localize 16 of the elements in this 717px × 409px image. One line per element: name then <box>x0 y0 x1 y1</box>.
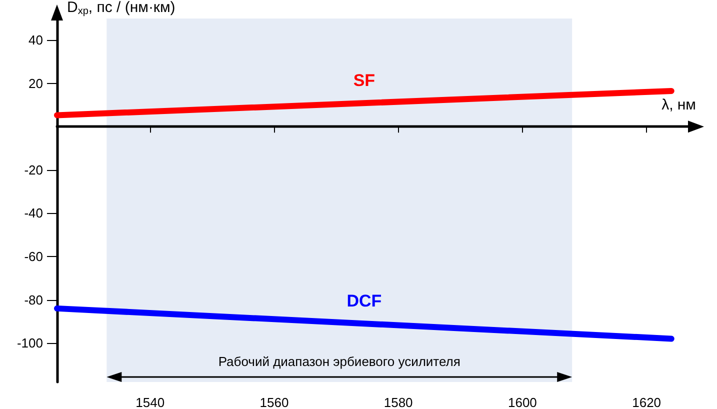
y-tick-label: 40 <box>28 32 43 48</box>
series-label: SF <box>353 71 376 90</box>
y-tick-label: -80 <box>24 292 43 308</box>
y-tick-label: -20 <box>24 162 43 178</box>
y-tick-label: -40 <box>24 206 43 221</box>
series-label: DCF <box>346 292 382 311</box>
x-tick-label: 1560 <box>260 395 289 409</box>
x-tick-label: 1540 <box>136 395 165 409</box>
x-axis-title: λ, нм <box>662 96 696 114</box>
x-tick-label: 1620 <box>632 395 662 409</box>
x-tick-label: 1580 <box>384 395 413 409</box>
y-tick-label: -60 <box>24 249 43 264</box>
y-tick-label: 20 <box>28 76 43 91</box>
y-tick-label: -100 <box>16 336 43 351</box>
band-label: Рабочий диапазон эрбиевого усилителя <box>218 354 460 369</box>
x-tick-label: 1600 <box>508 395 537 409</box>
